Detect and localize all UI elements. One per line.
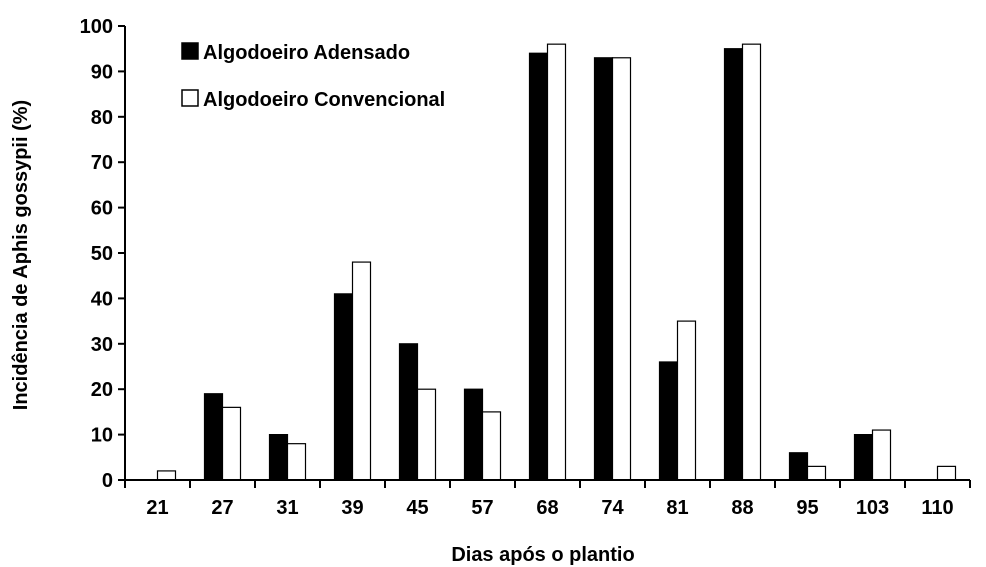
bar-adensado (203, 393, 224, 481)
bar-convencional (611, 57, 632, 481)
x-ticks-group: 21 27 31 39 45 57 68 74 81 88 95 103 110 (124, 480, 971, 519)
bar-adensado (333, 293, 354, 481)
x-tick-label: 110 (921, 497, 953, 519)
bar-convencional (221, 406, 242, 481)
legend-label-convencional: Algodoeiro Convencional (203, 89, 445, 111)
bar-adensado (398, 343, 419, 481)
bar-convencional (156, 470, 177, 481)
legend: Algodoeiro Adensado Algodoeiro Convencio… (181, 42, 445, 111)
bar-adensado (593, 57, 614, 481)
x-tick-label: 27 (211, 497, 233, 519)
y-tick-label: 100 (80, 16, 113, 38)
y-axis-title: Incidência de Aphis gossypii (%) (10, 100, 32, 410)
y-tick-label: 50 (91, 243, 113, 265)
bar-convencional (676, 320, 697, 481)
legend-swatch-convencional (181, 89, 199, 107)
x-tick-label: 45 (406, 497, 428, 519)
bar-adensado (788, 452, 809, 481)
y-tick-label: 0 (102, 470, 113, 492)
y-ticks-group: 0 10 20 30 40 50 60 70 80 90 100 (80, 16, 125, 492)
x-tick-label: 95 (796, 497, 818, 519)
x-tick-label: 81 (666, 497, 688, 519)
y-tick-label: 10 (91, 425, 113, 447)
y-tick-label: 40 (91, 288, 113, 310)
bar-adensado (463, 388, 484, 481)
legend-label-adensado: Algodoeiro Adensado (203, 42, 410, 64)
legend-item-convencional: Algodoeiro Convencional (181, 89, 445, 111)
bar-convencional (806, 465, 827, 481)
bar-convencional (871, 429, 892, 481)
y-tick-label: 70 (91, 152, 113, 174)
x-tick-label: 74 (601, 497, 624, 519)
bars-group (156, 43, 957, 481)
bar-adensado (528, 52, 549, 481)
bar-adensado (268, 434, 289, 481)
bar-adensado (658, 361, 679, 481)
bar-adensado (723, 48, 744, 481)
y-tick-label: 80 (91, 107, 113, 129)
bar-convencional (416, 388, 437, 481)
legend-swatch-adensado (181, 42, 199, 60)
x-tick-label: 68 (536, 497, 558, 519)
bar-adensado (853, 434, 874, 481)
x-tick-label: 57 (471, 497, 493, 519)
y-tick-label: 30 (91, 334, 113, 356)
y-tick-label: 90 (91, 61, 113, 83)
bar-convencional (481, 411, 502, 481)
x-tick-label: 39 (341, 497, 363, 519)
x-tick-label: 21 (146, 497, 168, 519)
legend-item-adensado: Algodoeiro Adensado (181, 42, 410, 64)
bar-convencional (286, 443, 307, 481)
x-tick-label: 88 (731, 497, 753, 519)
bar-convencional (741, 43, 762, 481)
x-axis-title: Dias após o plantio (451, 544, 634, 566)
bar-convencional (546, 43, 567, 481)
bar-convencional (351, 261, 372, 481)
y-tick-label: 60 (91, 198, 113, 220)
x-tick-label: 31 (276, 497, 298, 519)
x-tick-label: 103 (856, 497, 889, 519)
y-tick-label: 20 (91, 379, 113, 401)
bar-convencional (936, 465, 957, 481)
